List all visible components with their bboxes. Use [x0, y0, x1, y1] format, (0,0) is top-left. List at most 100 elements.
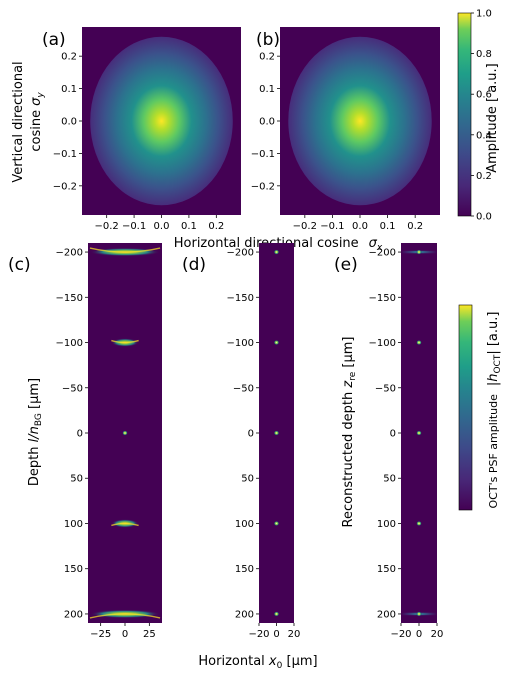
heatmap-a-xtick-label: 0.2 [208, 221, 224, 232]
heatmap-b-ytick-label: 0.1 [259, 84, 275, 95]
heatmap-d-xtick-label: 0 [273, 629, 279, 640]
heatmap-a-ytick-label: −0.1 [53, 149, 77, 160]
heatmap-e-xtick-label: −20 [390, 629, 411, 640]
heatmap-e-ytick-label: −100 [369, 338, 396, 349]
heatmap-a: −0.2 −0.1 0.0 0.1 0.20.20.10.0−0.1−0.2 [53, 27, 241, 232]
heatmap-e-spot [416, 340, 422, 345]
heatmap-e-ytick-label: −150 [369, 293, 396, 304]
colorbar-top-tick-label: 0.4 [476, 130, 492, 141]
heatmap-d-ytick-label: 150 [235, 564, 254, 575]
heatmap-e-ytick-label: 50 [383, 474, 396, 485]
heatmap-c-xtick-label: 25 [143, 629, 156, 640]
heatmap-b-ytick-label: −0.1 [251, 149, 275, 160]
heatmap-c-ytick-label: −200 [56, 248, 83, 259]
heatmap-d-xtick-label: 20 [288, 629, 301, 640]
heatmap-b-xtick-label: −0.2 [293, 221, 317, 232]
heatmap-d-ytick-label: 0 [248, 429, 254, 440]
heatmap-e-xtick-label: 20 [431, 629, 444, 640]
colorbar-top-tick-label: 0.0 [476, 212, 492, 223]
heatmap-b-ytick-label: 0.2 [259, 52, 275, 63]
panel-label-b: (b) [256, 30, 280, 50]
heatmap-d-ytick-label: −100 [227, 338, 254, 349]
heatmap-c-spot-core [111, 522, 139, 527]
heatmap-b: −0.2 −0.1 0.0 0.1 0.20.20.10.0−0.1−0.2 [251, 27, 440, 232]
heatmap-d-ytick-label: 50 [241, 474, 254, 485]
heatmap-d-ytick-label: −50 [233, 383, 254, 394]
heatmap-a-ytick-label: −0.2 [53, 181, 77, 192]
heatmap-e-ytick-label: −50 [375, 383, 396, 394]
heatmap-b-ytick-label: 0.0 [259, 117, 275, 128]
heatmap-d-spot [273, 611, 280, 617]
heatmap-a-xtick-label: 0.1 [181, 221, 197, 232]
heatmap-d-ytick-label: 200 [235, 609, 254, 620]
heatmap-e-spot [416, 430, 422, 436]
top-ylabel-line1: Vertical directional [11, 61, 26, 182]
heatmap-d-ytick-label: −200 [227, 248, 254, 259]
heatmap-b-xtick-label: −0.1 [320, 221, 344, 232]
heatmap-c-ytick-label: 50 [70, 474, 83, 485]
heatmap-c-spot-core [89, 247, 161, 253]
heatmap-a-ytick-label: 0.2 [61, 52, 77, 63]
heatmap-b-aperture [288, 36, 432, 206]
heatmap-b-xtick-label: 0.1 [380, 221, 396, 232]
heatmap-a-xtick-label: 0.0 [154, 221, 170, 232]
heatmap-c-ytick-label: −150 [56, 293, 83, 304]
heatmap-e-ytick-label: 150 [377, 564, 396, 575]
panel-label-a: (a) [42, 30, 66, 50]
heatmap-d-ytick-label: −150 [227, 293, 254, 304]
heatmap-c-ytick-label: 100 [64, 519, 83, 530]
colorbar-top-tick-label: 0.2 [476, 171, 492, 182]
heatmap-a-aperture [90, 36, 233, 206]
panel-label-c: (c) [8, 255, 31, 275]
heatmap-e-ytick-label: 0 [390, 429, 396, 440]
heatmap-b-xtick-label: 0.2 [407, 221, 423, 232]
panel-label-d: (d) [182, 255, 206, 275]
heatmap-c-spot-core [89, 613, 161, 619]
top-ylabel-line2: cosineσy [29, 92, 46, 152]
bottom-ylabel-left: Depth l/nBG [μm] [27, 378, 44, 486]
bottom-xlabel: Horizontal x0 [μm] [198, 654, 317, 671]
heatmap-a-ytick-label: 0.0 [61, 117, 77, 128]
heatmap-c-ytick-label: −50 [62, 383, 83, 394]
heatmap-d-xtick-label: −20 [248, 629, 269, 640]
heatmap-c-ytick-label: −100 [56, 338, 83, 349]
heatmap-c-ytick-label: 150 [64, 564, 83, 575]
heatmap-d-ytick-label: 100 [235, 519, 254, 530]
heatmap-c: −25 0 25 −200 −150 −100 −50 0 50 100 150 200 [56, 243, 162, 640]
heatmap-c-xtick-label: −25 [90, 629, 111, 640]
colorbar-top-tick-label: 1.0 [476, 9, 492, 20]
heatmap-d-spot [273, 521, 280, 526]
colorbar-top: 0.0 0.2 0.4 0.6 0.8 1.0 [457, 9, 492, 223]
heatmap-b-xtick-label: 0.0 [352, 221, 368, 232]
heatmap-e-ytick-label: −200 [369, 248, 396, 259]
colorbar-bottom [458, 304, 473, 511]
panel-label-e: (e) [334, 255, 358, 275]
heatmap-e-spot [416, 611, 422, 617]
heatmap-c-spot [122, 430, 128, 436]
heatmap-a-ytick-label: 0.1 [61, 84, 77, 95]
heatmap-c-ytick-label: 0 [77, 429, 83, 440]
bottom-ylabel-right: Reconstructed depth zre [μm] [341, 337, 358, 528]
heatmap-e-ytick-label: 100 [377, 519, 396, 530]
colorbar-top-tick-label: 0.8 [476, 49, 492, 60]
colorbar-bottom-bar [458, 304, 473, 511]
heatmap-a-xtick-label: −0.2 [95, 221, 119, 232]
heatmap-e-spot [416, 249, 422, 255]
heatmap-e-ytick-label: 200 [377, 609, 396, 620]
heatmap-b-ytick-label: −0.2 [251, 181, 275, 192]
heatmap-a-xtick-label: −0.1 [122, 221, 146, 232]
colorbar-top-bar [457, 12, 472, 217]
colorbar-top-tick-label: 0.6 [476, 90, 492, 101]
heatmap-d-spot [273, 249, 280, 255]
top-colorbar-label: Amplitude [ a.u.] [485, 63, 500, 173]
heatmap-d-spot [273, 340, 280, 345]
heatmap-c-ytick-label: 200 [64, 609, 83, 620]
heatmap-c-spot-core [111, 339, 139, 344]
bottom-colorbar-label: OCT's PSF amplitude|hOCT| [a.u.] [486, 312, 503, 509]
heatmap-c-xtick-label: 0 [122, 629, 128, 640]
heatmap-e-xtick-label: 0 [416, 629, 422, 640]
heatmap-d-spot [273, 430, 280, 436]
